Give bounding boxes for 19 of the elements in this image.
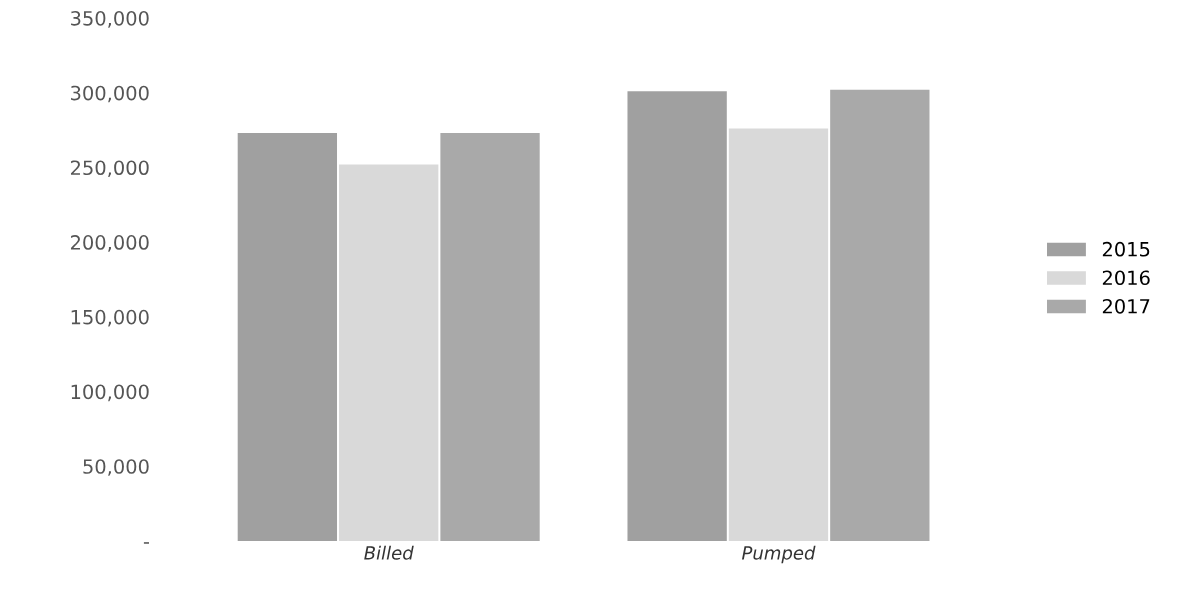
legend-label: 2017 (1102, 298, 1150, 314)
y-tick-label: 250,000 (70, 160, 149, 178)
legend-label: 2015 (1102, 241, 1150, 257)
legend-label: 2016 (1102, 270, 1150, 286)
y-tick-label: 150,000 (71, 309, 149, 327)
y-tick-label: 300,000 (71, 85, 149, 103)
bar (728, 128, 829, 541)
x-tick-label: Pumped (741, 545, 816, 564)
bar (237, 133, 338, 541)
y-tick-label: 100,000 (71, 384, 149, 402)
y-tick-label: - (143, 542, 150, 544)
y-tick-label: 350,000 (71, 10, 149, 28)
bar (830, 89, 930, 541)
bar (339, 164, 439, 541)
y-tick-label: 200,000 (70, 235, 149, 252)
x-tick-label: Billed (364, 545, 414, 560)
y-tick-label: 50,000 (83, 459, 149, 476)
bar (627, 91, 727, 541)
bar (440, 133, 540, 541)
